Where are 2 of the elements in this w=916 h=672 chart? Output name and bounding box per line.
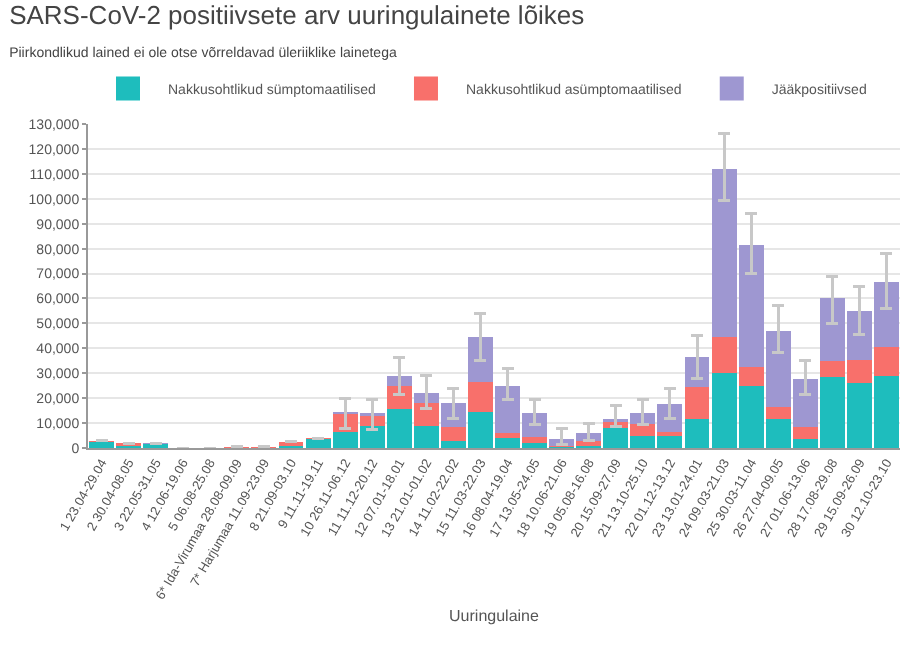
x-axis-title: Uuringulaine [449, 606, 541, 625]
chart-title: SARS-CoV-2 positiivsete arv uuringulainete lõikes [9, 0, 586, 30]
